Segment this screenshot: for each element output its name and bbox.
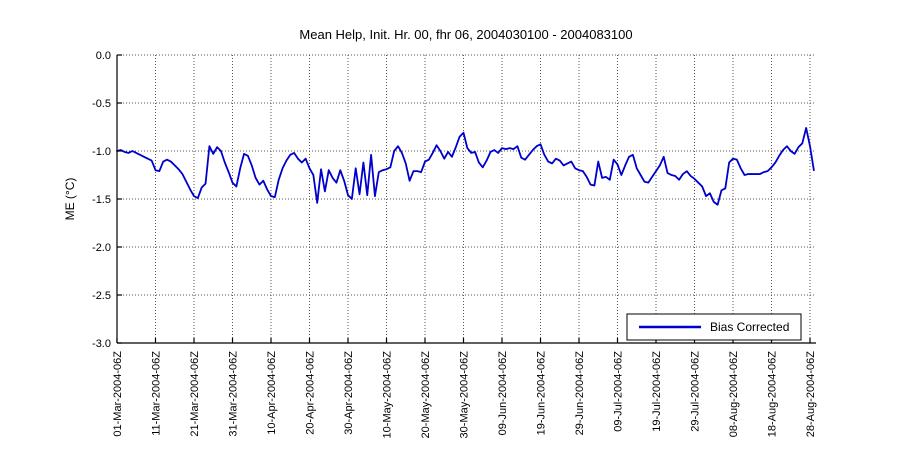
y-tick-label: -2.5 — [92, 290, 111, 302]
x-tick-label: 09-Jun-2004-06Z — [497, 351, 509, 436]
y-tick-label: -1.0 — [92, 146, 111, 158]
series-lines — [116, 127, 815, 206]
tick-labels: 0.0 -0.5 -1.0 -1.5 -2.0 -2.5 -3.001-Mar-2004-0… — [92, 50, 817, 438]
y-tick-label: -0.5 — [92, 98, 111, 110]
x-tick-label: 20-Apr-2004-06Z — [305, 351, 317, 435]
x-tick-label: 11-Mar-2004-06Z — [151, 351, 163, 436]
x-tick-label: 30-Apr-2004-06Z — [343, 351, 355, 435]
x-tick-label: 08-Aug-2004-06Z — [728, 351, 740, 438]
x-tick-label: 10-Apr-2004-06Z — [266, 351, 278, 435]
x-tick-label: 29-Jun-2004-06Z — [574, 351, 586, 436]
x-tick-label: 20-May-2004-06Z — [420, 351, 432, 439]
x-tick-label: 21-Mar-2004-06Z — [189, 351, 201, 437]
x-tick-label: 10-May-2004-06Z — [382, 351, 394, 439]
chart-title: Mean Help, Init. Hr. 00, fhr 06, 2004030… — [299, 27, 632, 42]
x-tick-label: 09-Jul-2004-06Z — [613, 351, 625, 432]
x-tick-label: 29-Jul-2004-06Z — [690, 351, 702, 432]
legend: Bias Corrected — [626, 313, 802, 341]
x-tick-label: 31-Mar-2004-06Z — [228, 351, 240, 437]
y-axis-title: ME (°C) — [63, 178, 77, 221]
y-tick-label: 0.0 — [96, 50, 111, 62]
x-tick-label: 01-Mar-2004-06Z — [112, 351, 124, 437]
y-tick-label: -3.0 — [92, 338, 111, 350]
y-tick-label: -1.5 — [92, 194, 111, 206]
x-tick-label: 19-Jul-2004-06Z — [651, 351, 663, 432]
legend-label: Bias Corrected — [710, 320, 789, 334]
y-tick-label: -2.0 — [92, 242, 111, 254]
x-tick-label: 30-May-2004-06Z — [459, 351, 471, 439]
x-tick-label: 28-Aug-2004-06Z — [805, 351, 817, 438]
x-tick-label: 19-Jun-2004-06Z — [536, 351, 548, 436]
gridlines — [117, 54, 816, 343]
bias-corrected-line — [116, 127, 815, 206]
x-tick-label: 18-Aug-2004-06Z — [767, 351, 779, 438]
